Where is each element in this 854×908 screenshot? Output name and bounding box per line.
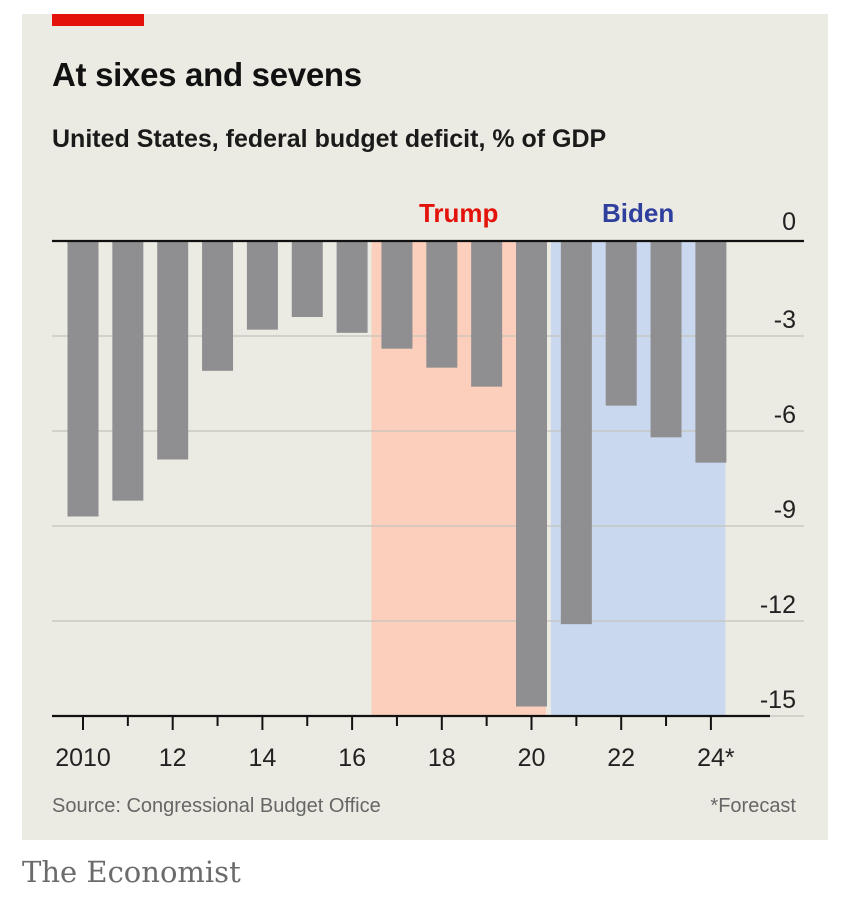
bar-2018	[426, 241, 458, 368]
period-label-trump: Trump	[419, 198, 498, 228]
bar-chart: Trump Biden 0 -3 -6 -9 -12 -15 2010 12 14 16 18 20 22 2…	[52, 198, 804, 772]
bar-2023	[650, 241, 682, 438]
y-tick-label: -6	[774, 401, 796, 429]
bar-2024	[695, 241, 727, 463]
x-tick-label: 12	[159, 744, 187, 772]
y-tick-label: -9	[774, 496, 796, 524]
x-tick-label: 22	[607, 744, 635, 772]
bar-2017	[381, 241, 413, 349]
chart-title: At sixes and sevens	[52, 56, 362, 93]
forecast-footnote: *Forecast	[710, 795, 796, 817]
bar-2016	[336, 241, 368, 333]
x-tick-label: 16	[338, 744, 366, 772]
bar-2010	[67, 241, 99, 517]
y-tick-label: -15	[760, 686, 796, 714]
publisher-logo: The Economist	[22, 855, 241, 889]
bar-2020	[516, 241, 547, 707]
bar-2019	[471, 241, 503, 387]
bar-2012	[157, 241, 189, 460]
brand-red-tag	[52, 14, 144, 26]
bar-2022	[605, 241, 637, 406]
y-tick-label: 0	[782, 208, 796, 236]
x-tick-label: 14	[248, 744, 276, 772]
chart-subtitle: United States, federal budget deficit, %…	[52, 125, 607, 153]
x-tick-label: 18	[428, 744, 456, 772]
x-tick-label: 24*	[697, 744, 735, 772]
y-tick-label: -3	[774, 306, 796, 334]
bar-2013	[202, 241, 234, 371]
x-tick-label: 20	[518, 744, 546, 772]
bar-2021	[560, 241, 592, 625]
bar-2011	[112, 241, 144, 501]
x-tick-label: 2010	[55, 744, 111, 772]
chart-panel: At sixes and sevens United States, feder…	[22, 14, 828, 840]
period-label-biden: Biden	[602, 198, 674, 228]
bar-2015	[291, 241, 323, 317]
y-tick-label: -12	[760, 591, 796, 619]
source-note: Source: Congressional Budget Office	[52, 795, 381, 817]
bar-2014	[246, 241, 278, 330]
